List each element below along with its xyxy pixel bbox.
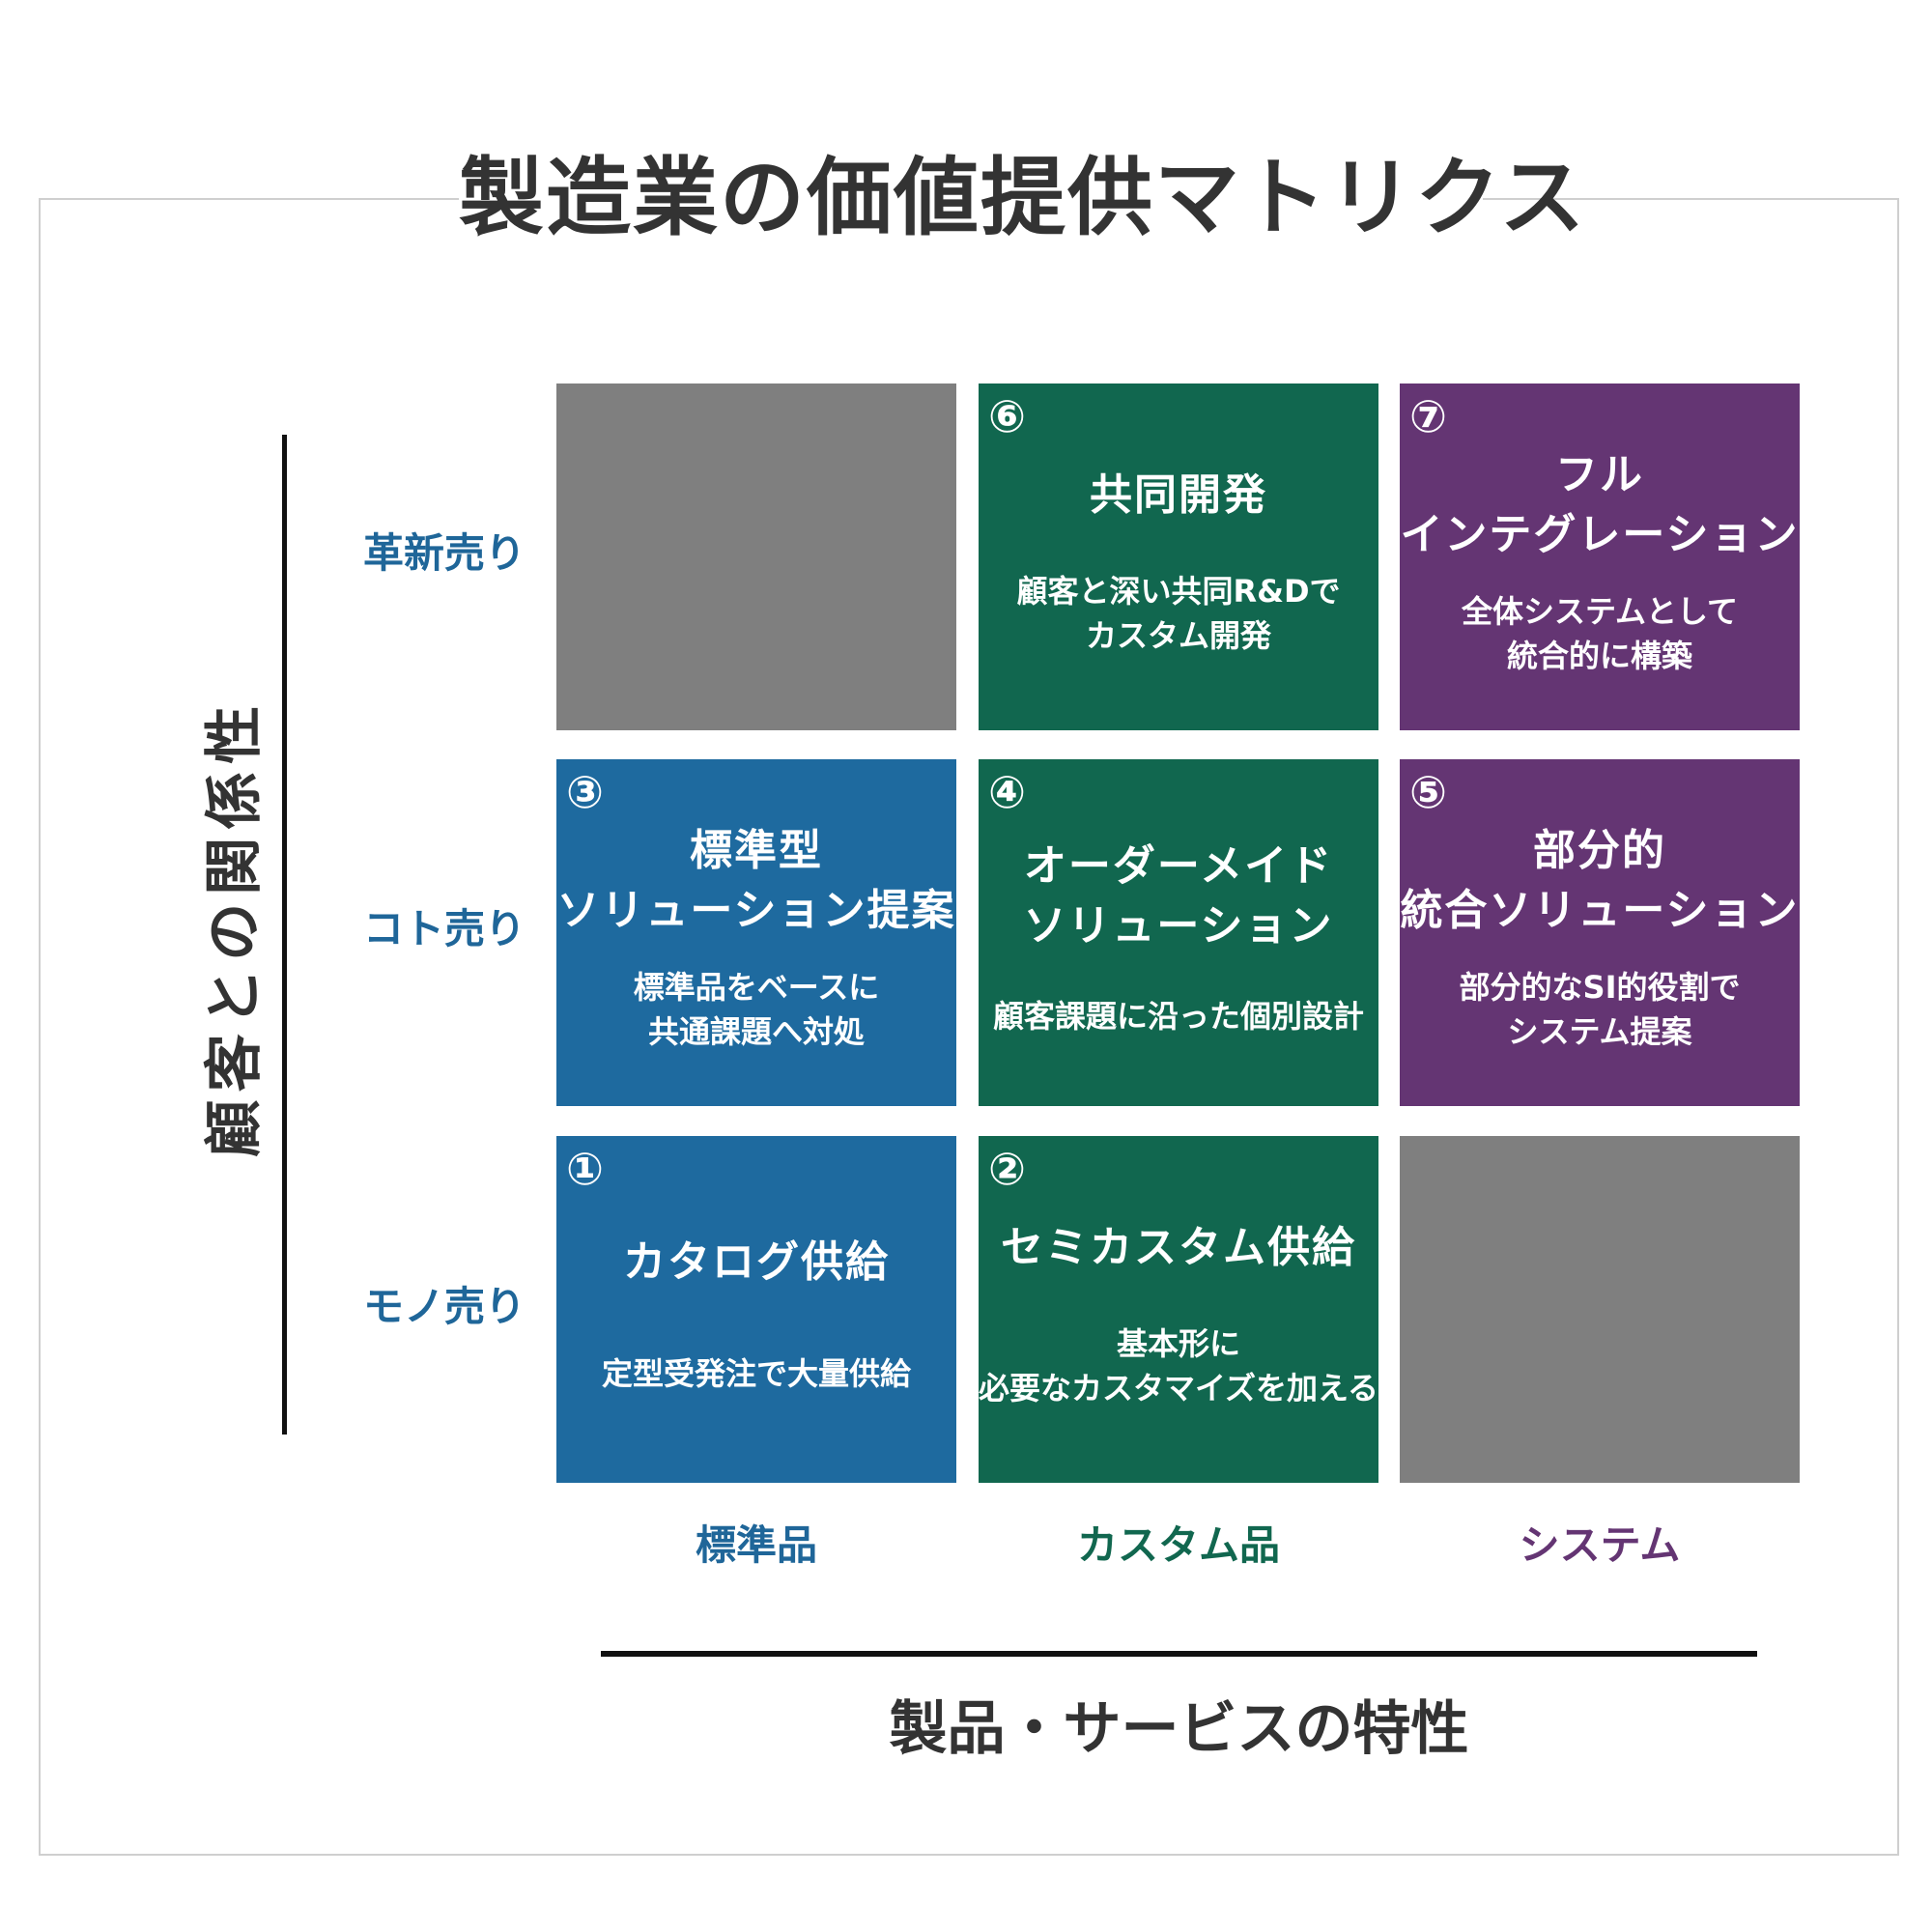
cell-description: 顧客と深い共同R&Dで カスタム開発: [1016, 573, 1341, 654]
y-axis-title: 顧客との関係性: [201, 697, 270, 1157]
matrix-cell-5: ⑤ 部分的 統合ソリューション 部分的なSI的役割で システム提案: [1400, 759, 1800, 1106]
cell-description: 部分的なSI的役割で システム提案: [1459, 968, 1741, 1050]
cell-heading: 部分的 統合ソリューション: [1400, 826, 1800, 936]
cell-description: 顧客課題に沿った個別設計: [992, 998, 1364, 1036]
cell-heading: 共同開発: [1090, 470, 1267, 520]
cell-heading: オーダーメイド ソリューション: [1023, 840, 1334, 951]
cell-number: ③: [566, 766, 604, 818]
cell-number: ⑥: [988, 390, 1026, 442]
cell-number: ④: [988, 766, 1026, 818]
col-label-standard: 標準品: [695, 1521, 817, 1569]
cell-number: ①: [566, 1143, 604, 1195]
cell-description: 定型受発注で大量供給: [601, 1354, 911, 1392]
matrix-cell-empty-system-mono: [1400, 1136, 1800, 1483]
row-label-innovation: 革新売り: [362, 529, 526, 577]
cell-description: 標準品をベースに 共通課題へ対処: [633, 968, 880, 1050]
x-axis-title: 製品・サービスの特性: [889, 1695, 1469, 1763]
cell-number: ⑦: [1409, 390, 1447, 442]
cell-heading: カタログ供給: [623, 1237, 890, 1288]
col-label-system: システム: [1519, 1521, 1681, 1569]
matrix-cell-4: ④ オーダーメイド ソリューション 顧客課題に沿った個別設計: [979, 759, 1378, 1106]
matrix-cell-1: ① カタログ供給 定型受発注で大量供給: [556, 1136, 956, 1483]
cell-description: 全体システムとして 統合的に構築: [1461, 592, 1739, 674]
row-label-mono: モノ売り: [362, 1283, 526, 1330]
col-label-custom: カスタム品: [1076, 1521, 1280, 1569]
cell-heading: セミカスタム供給: [1001, 1223, 1356, 1272]
matrix-cell-3: ③ 標準型 ソリューション提案 標準品をベースに 共通課題へ対処: [556, 759, 956, 1106]
cell-heading: 標準型 ソリューション提案: [556, 826, 956, 936]
cell-description: 基本形に 必要なカスタマイズを加える: [979, 1325, 1378, 1406]
y-axis-line: [282, 435, 287, 1435]
x-axis-line: [601, 1651, 1757, 1657]
diagram-title: 製造業の価値提供マトリクス: [459, 135, 1584, 261]
cell-number: ②: [988, 1143, 1026, 1195]
cell-number: ⑤: [1409, 766, 1447, 818]
cell-heading: フル インテグレーション: [1400, 450, 1800, 560]
matrix-cell-7: ⑦ フル インテグレーション 全体システムとして 統合的に構築: [1400, 384, 1800, 730]
row-label-koto: コト売り: [362, 905, 526, 952]
matrix-cell-empty-standard-innovation: [556, 384, 956, 730]
matrix-cell-6: ⑥ 共同開発 顧客と深い共同R&Dで カスタム開発: [979, 384, 1378, 730]
matrix-cell-2: ② セミカスタム供給 基本形に 必要なカスタマイズを加える: [979, 1136, 1378, 1483]
